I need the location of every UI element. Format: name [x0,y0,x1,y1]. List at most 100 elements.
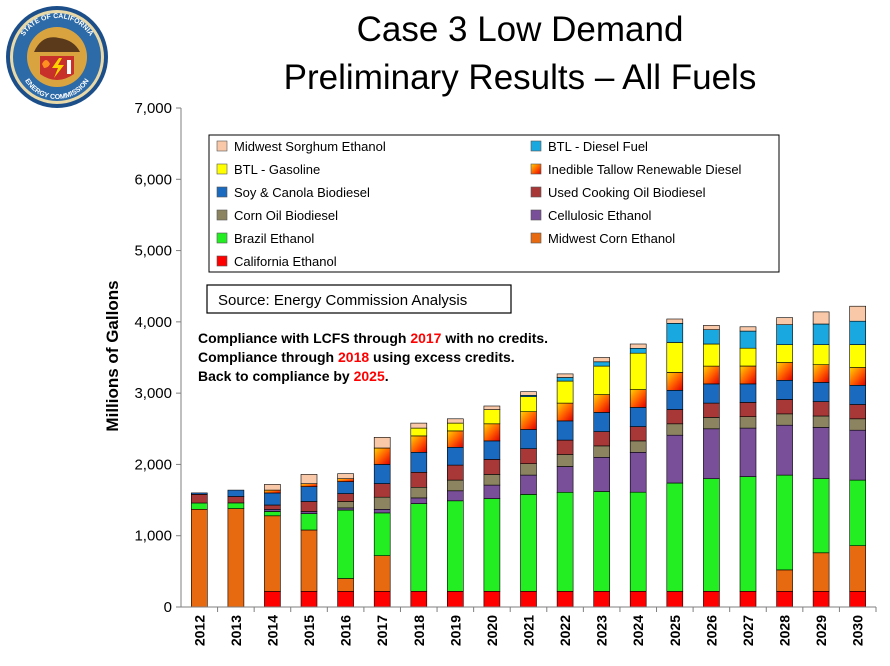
bar-used-cooking-oil-biodiesel-2021 [520,448,537,465]
x-tick-label: 2023 [594,615,610,646]
bar-midwest-corn-ethanol-2016 [337,578,354,592]
bar-midwest-sorghum-ethanol-2016 [337,473,354,480]
slide-title-line1: Case 3 Low Demand [356,10,684,49]
lightning-icon [52,58,64,78]
y-tick-label: 1,000 [134,528,172,545]
bar-california-ethanol-2021 [520,590,537,608]
bar-midwest-sorghum-ethanol-2021 [520,391,537,396]
bar-stack-2016 [337,473,354,608]
bar-btl-gasoline-2018 [410,427,428,437]
annotation-text: . [385,368,389,384]
bar-brazil-ethanol-2021 [520,494,537,592]
bar-stack-2018 [410,422,428,608]
bar-midwest-sorghum-ethanol-2030 [849,305,867,322]
bar-soy-and-canola-biodiesel-2018 [410,451,428,473]
bar-midwest-corn-ethanol-2028 [776,569,793,592]
legend-label-corn-oil-biodiesel: Corn Oil Biodiesel [234,208,338,223]
legend-label-used-cooking-oil-biodiesel: Used Cooking Oil Biodiesel [548,185,706,200]
bar-corn-oil-biodiesel-2020 [483,474,501,486]
bar-california-ethanol-2030 [849,590,867,608]
y-tick-label: 7,000 [134,100,172,117]
bar-midwest-sorghum-ethanol-2025 [666,318,684,324]
bar-stack-2023 [593,357,611,608]
bar-inedible-tallow-renewable-diesel-2021 [520,411,537,430]
bar-cellulosic-ethanol-2023 [593,456,611,492]
bar-brazil-ethanol-2030 [849,479,867,547]
bar-california-ethanol-2026 [703,590,720,608]
bar-corn-oil-biodiesel-2028 [776,413,793,426]
bear-icon [34,37,80,52]
bar-california-ethanol-2015 [300,590,318,608]
bar-used-cooking-oil-biodiesel-2013 [227,496,245,504]
bar-stack-2019 [446,418,464,608]
bar-btl-gasoline-2024 [629,352,647,390]
bar-corn-oil-biodiesel-2023 [593,445,611,458]
bar-midwest-corn-ethanol-2017 [373,555,391,592]
bar-btl-diesel-fuel-2029 [812,323,830,346]
y-tick-label: 2,000 [134,456,172,473]
bar-stack-2027 [739,326,757,608]
bar-btl-diesel-fuel-2028 [776,324,793,346]
bar-cellulosic-ethanol-2028 [776,424,793,476]
bar-midwest-sorghum-ethanol-2027 [739,326,757,332]
bar-cellulosic-ethanol-2016 [337,507,354,511]
bar-brazil-ethanol-2013 [227,502,245,509]
bar-brazil-ethanol-2025 [666,482,684,592]
slide-title-line2: Preliminary Results – All Fuels [283,58,757,97]
bar-corn-oil-biodiesel-2017 [373,496,391,510]
legend-swatch-cellulosic-ethanol [530,209,542,221]
bar-corn-oil-biodiesel-2030 [849,418,867,431]
bar-midwest-corn-ethanol-2013 [227,508,245,608]
bar-midwest-sorghum-ethanol-2020 [483,405,501,410]
bar-stack-2025 [666,318,684,608]
annotation-year: 2018 [338,349,369,365]
bar-btl-diesel-fuel-2025 [666,322,684,343]
annotation-text: Compliance with LCFS through [198,330,410,346]
bar-used-cooking-oil-biodiesel-2014 [264,504,281,510]
bar-soy-and-canola-biodiesel-2028 [776,379,793,400]
bar-used-cooking-oil-biodiesel-2018 [410,471,428,488]
bar-midwest-sorghum-ethanol-2024 [629,343,647,349]
bar-btl-diesel-fuel-2027 [739,330,757,349]
x-axis: 2012 2013 2014 2015 2016 2017 2018 2019 2020 2021… [181,606,877,646]
bar-brazil-ethanol-2020 [483,498,501,592]
bar-inedible-tallow-renewable-diesel-2023 [593,394,611,413]
y-tick-label: 6,000 [134,171,172,188]
bar-inedible-tallow-renewable-diesel-2030 [849,367,867,386]
bar-brazil-ethanol-2015 [300,513,318,531]
bar-inedible-tallow-renewable-diesel-2029 [812,364,830,383]
bar-soy-and-canola-biodiesel-2017 [373,464,391,484]
bar-midwest-sorghum-ethanol-2018 [410,422,428,429]
bar-midwest-corn-ethanol-2029 [812,552,830,592]
legend-swatch-btl-gasoline [216,163,228,175]
bar-used-cooking-oil-biodiesel-2027 [739,402,757,417]
bar-midwest-corn-ethanol-2015 [300,529,318,592]
x-tick-label: 2030 [850,615,866,646]
bar-cellulosic-ethanol-2029 [812,427,830,479]
legend-swatch-inedible-tallow-renewable-diesel [530,163,542,175]
x-tick-label: 2026 [703,615,719,646]
bar-soy-and-canola-biodiesel-2020 [483,440,501,460]
bar-corn-oil-biodiesel-2029 [812,415,830,428]
compliance-annotation: Compliance with LCFS through 2017 with n… [198,330,548,384]
bar-stack-2028 [776,317,793,608]
bar-brazil-ethanol-2024 [629,491,647,592]
bar-stack-2030 [849,305,867,608]
bar-cellulosic-ethanol-2017 [373,508,391,514]
legend-label-cellulosic-ethanol: Cellulosic Ethanol [548,208,651,223]
bar-soy-and-canola-biodiesel-2025 [666,389,684,410]
bars [191,305,867,608]
legend-label-soy-and-canola-biodiesel: Soy & Canola Biodiesel [234,185,370,200]
x-tick-label: 2029 [813,615,829,646]
bar-stack-2012 [191,492,208,608]
bar-stack-2029 [812,311,830,608]
bar-midwest-sorghum-ethanol-2028 [776,317,793,326]
bar-california-ethanol-2025 [666,590,684,608]
bar-used-cooking-oil-biodiesel-2012 [191,494,208,504]
bar-used-cooking-oil-biodiesel-2024 [629,426,647,442]
legend-swatch-midwest-corn-ethanol [530,232,542,244]
source-note: Source: Energy Commission Analysis [206,284,512,314]
bar-midwest-sorghum-ethanol-2023 [593,357,611,363]
bar-california-ethanol-2028 [776,590,793,608]
y-tick-label: 0 [164,599,172,616]
